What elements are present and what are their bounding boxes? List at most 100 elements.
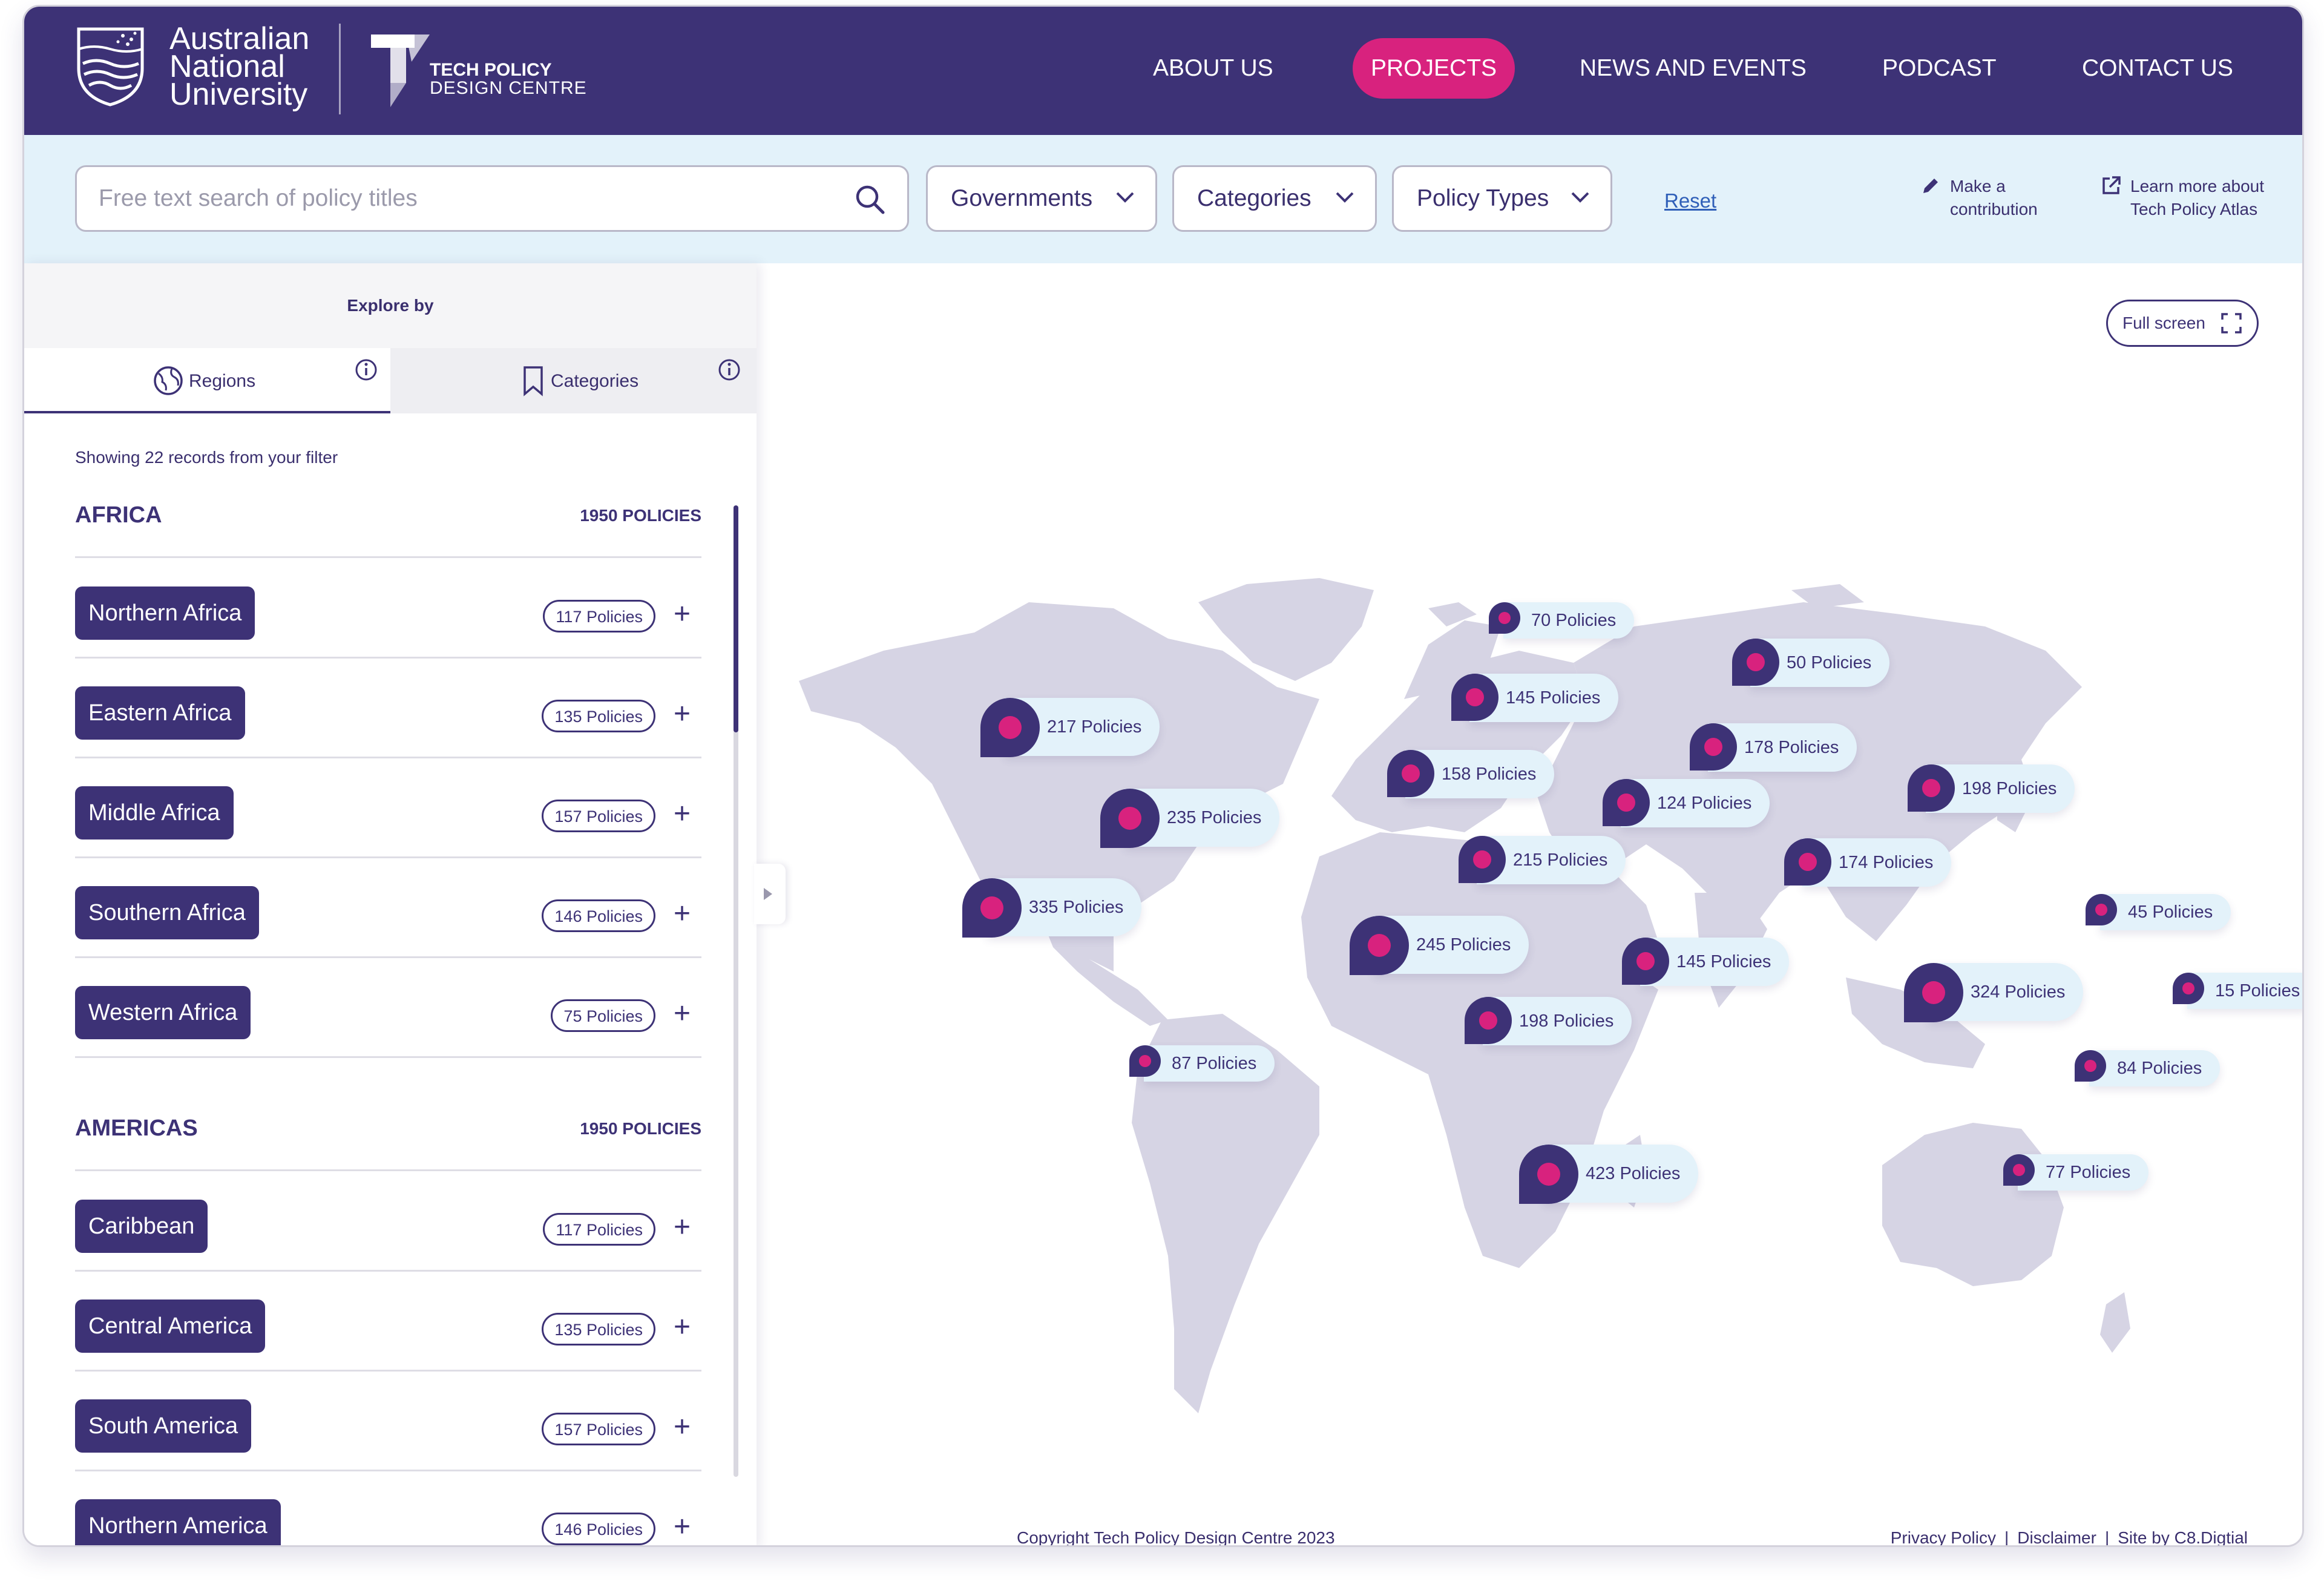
- list-item: Northern Africa 117 Policies +: [75, 560, 701, 659]
- reset-link[interactable]: Reset: [1664, 189, 1717, 212]
- marker-dot: [1704, 738, 1722, 756]
- region-header-americas[interactable]: AMERICAS 1950 POLICIES: [75, 1116, 701, 1171]
- footer-separator: |: [2104, 1528, 2110, 1547]
- anu-wordmark[interactable]: Australian National University: [169, 21, 310, 112]
- marker-label: 70 Policies: [1503, 602, 1635, 639]
- subregion-button[interactable]: Northern Africa: [75, 586, 255, 640]
- marker-label: 84 Policies: [2089, 1050, 2221, 1086]
- nav-projects[interactable]: PROJECTS: [1353, 38, 1515, 99]
- governments-label: Governments: [951, 185, 1093, 211]
- subregion-button[interactable]: Eastern Africa: [75, 686, 245, 740]
- nav-news-and-events[interactable]: NEWS AND EVENTS: [1580, 55, 1807, 81]
- marker-label: 77 Policies: [2018, 1154, 2149, 1191]
- learn-more-line-1: Learn more about: [2130, 177, 2265, 196]
- centre-line-1: TECH POLICY: [430, 60, 552, 80]
- expand-plus-icon[interactable]: +: [673, 698, 691, 730]
- marker-dot: [999, 716, 1022, 739]
- list-item: Western Africa 75 Policies +: [75, 959, 701, 1058]
- privacy-policy-link[interactable]: Privacy Policy: [1890, 1528, 1996, 1547]
- list-item: Northern America 146 Policies +: [75, 1473, 701, 1545]
- subregion-button[interactable]: Caribbean: [75, 1200, 208, 1253]
- policy-types-label: Policy Types: [1417, 185, 1549, 211]
- nav-contact-us[interactable]: CONTACT US: [2082, 55, 2233, 81]
- marker-dot: [1922, 779, 1940, 797]
- subregion-button[interactable]: Southern Africa: [75, 886, 259, 939]
- search-box: [75, 165, 909, 232]
- make-contribution-link[interactable]: Make a contribution: [1920, 175, 2038, 221]
- expand-plus-icon[interactable]: +: [673, 598, 691, 630]
- region-header-africa[interactable]: AFRICA 1950 POLICIES: [75, 502, 701, 558]
- records-count: Showing 22 records from your filter: [75, 448, 338, 467]
- expand-plus-icon[interactable]: +: [673, 898, 691, 930]
- marker-dot: [1747, 653, 1765, 671]
- policy-count-badge: 146 Policies: [542, 1513, 655, 1545]
- pencil-icon: [1923, 179, 1938, 193]
- marker-label: 87 Policies: [1144, 1045, 1275, 1082]
- anu-line-1: Australian: [169, 21, 310, 56]
- explore-panel: Explore by Regions Categories: [24, 263, 757, 1545]
- nav-podcast[interactable]: PODCAST: [1882, 55, 1997, 81]
- expand-plus-icon[interactable]: +: [673, 997, 691, 1030]
- app-window: Australian National University TECH POLI…: [22, 5, 2304, 1547]
- subregion-button[interactable]: Middle Africa: [75, 786, 234, 840]
- learn-more-link[interactable]: Learn more about Tech Policy Atlas: [2100, 175, 2264, 221]
- expand-plus-icon[interactable]: +: [673, 1511, 691, 1543]
- subregion-button[interactable]: South America: [75, 1399, 252, 1453]
- learn-more-line-2: Tech Policy Atlas: [2130, 200, 2258, 218]
- info-icon[interactable]: [717, 358, 741, 382]
- fullscreen-button[interactable]: Full screen: [2106, 300, 2259, 347]
- policy-count-badge: 75 Policies: [551, 999, 655, 1032]
- header-divider: [339, 24, 341, 114]
- governments-dropdown[interactable]: Governments: [926, 165, 1157, 232]
- expand-plus-icon[interactable]: +: [673, 1311, 691, 1343]
- scrollbar-track[interactable]: [734, 505, 738, 1477]
- subregion-button[interactable]: Western Africa: [75, 986, 251, 1039]
- tech-policy-wordmark[interactable]: TECH POLICY DESIGN CENTRE: [430, 61, 587, 97]
- marker-dot: [1466, 688, 1484, 706]
- categories-dropdown[interactable]: Categories: [1172, 165, 1377, 232]
- scrollbar-thumb[interactable]: [734, 505, 738, 732]
- subregion-button[interactable]: Central America: [75, 1300, 266, 1353]
- expand-plus-icon[interactable]: +: [673, 1211, 691, 1243]
- contribute-line-2: contribution: [1950, 200, 2038, 218]
- subregion-button[interactable]: Northern America: [75, 1499, 281, 1545]
- tech-policy-logo-icon[interactable]: [366, 28, 445, 107]
- nav-about-us[interactable]: ABOUT US: [1153, 55, 1273, 81]
- expand-plus-icon[interactable]: +: [673, 1411, 691, 1443]
- anu-crest-icon[interactable]: [76, 26, 145, 108]
- tab-categories[interactable]: Categories: [390, 348, 757, 413]
- marker-label: 158 Policies: [1405, 750, 1555, 798]
- marker-dot: [1473, 850, 1491, 869]
- policy-count-badge: 135 Policies: [542, 1313, 655, 1346]
- marker-dot: [1617, 794, 1635, 812]
- continent-south-america: [1132, 1014, 1319, 1413]
- list-item: Central America 135 Policies +: [75, 1273, 701, 1372]
- search-icon[interactable]: [854, 183, 885, 215]
- categories-label: Categories: [1197, 185, 1311, 211]
- footer-separator: |: [2004, 1528, 2009, 1547]
- site-by-link[interactable]: Site by C8.Digtial: [2118, 1528, 2248, 1547]
- disclaimer-link[interactable]: Disclaimer: [2017, 1528, 2096, 1547]
- collapse-panel-toggle[interactable]: [754, 864, 786, 924]
- filter-bar: Governments Categories Policy Types Rese…: [24, 135, 2302, 263]
- info-icon[interactable]: [354, 358, 378, 382]
- marker-dot: [1118, 807, 1141, 830]
- policy-count-badge: 146 Policies: [542, 899, 655, 932]
- marker-dot: [1498, 612, 1511, 624]
- search-input[interactable]: [99, 167, 825, 230]
- policy-types-dropdown[interactable]: Policy Types: [1392, 165, 1612, 232]
- marker-dot: [1368, 934, 1391, 957]
- continent-central-america: [1041, 917, 1168, 1026]
- marker-dot: [2095, 904, 2107, 916]
- explore-by-heading: Explore by: [24, 263, 757, 348]
- continent-north-america: [799, 602, 1319, 971]
- marker-dot: [2084, 1060, 2096, 1072]
- external-link-icon: [2102, 176, 2121, 194]
- list-item: Caribbean 117 Policies +: [75, 1173, 701, 1272]
- globe-icon: [154, 366, 183, 395]
- expand-plus-icon[interactable]: +: [673, 798, 691, 830]
- anu-line-3: University: [169, 77, 308, 112]
- tab-regions[interactable]: Regions: [24, 348, 390, 413]
- tab-regions-label: Regions: [189, 371, 256, 391]
- continent-new-zealand: [2100, 1292, 2130, 1353]
